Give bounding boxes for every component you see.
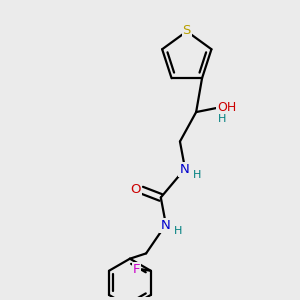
- Text: H: H: [218, 114, 226, 124]
- Text: H: H: [193, 170, 201, 180]
- Text: F: F: [133, 263, 140, 276]
- Text: N: N: [160, 219, 170, 232]
- Text: OH: OH: [218, 100, 237, 114]
- Text: H: H: [174, 226, 182, 236]
- Text: S: S: [183, 24, 191, 37]
- Text: N: N: [179, 163, 189, 176]
- Text: O: O: [130, 183, 140, 196]
